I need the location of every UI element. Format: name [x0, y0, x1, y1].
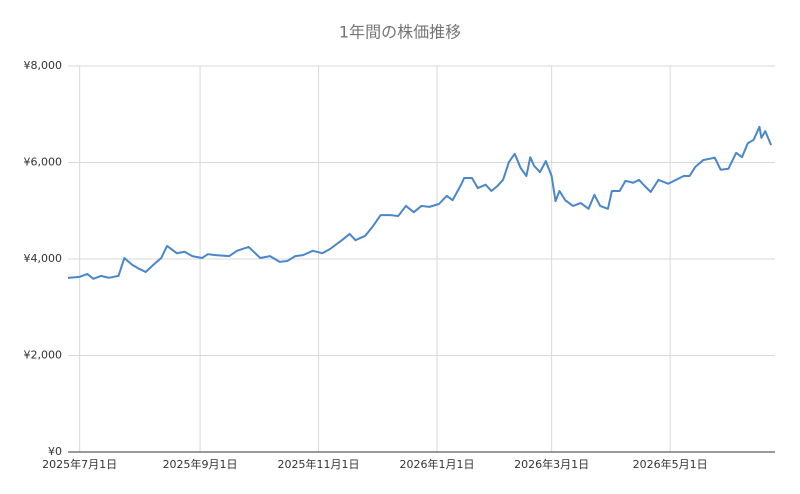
x-tick-label: 2026年3月1日 — [514, 457, 589, 471]
y-tick-label: ¥6,000 — [24, 156, 63, 169]
line-series — [67, 125, 773, 280]
x-tick-label: 2025年9月1日 — [163, 457, 238, 471]
y-tick-label: ¥4,000 — [24, 252, 63, 265]
x-tick-label: 2026年1月1日 — [400, 457, 475, 471]
x-tick-label: 2026年5月1日 — [633, 457, 708, 471]
chart-title: 1年間の株価推移 — [339, 23, 461, 42]
y-tick-label: ¥2,000 — [24, 349, 63, 362]
x-tick-label: 2025年11月1日 — [278, 457, 360, 471]
x-tick-label: 2025年7月1日 — [42, 457, 117, 471]
y-tick-label: ¥8,000 — [24, 59, 63, 72]
y-tick-label: ¥0 — [48, 445, 62, 458]
